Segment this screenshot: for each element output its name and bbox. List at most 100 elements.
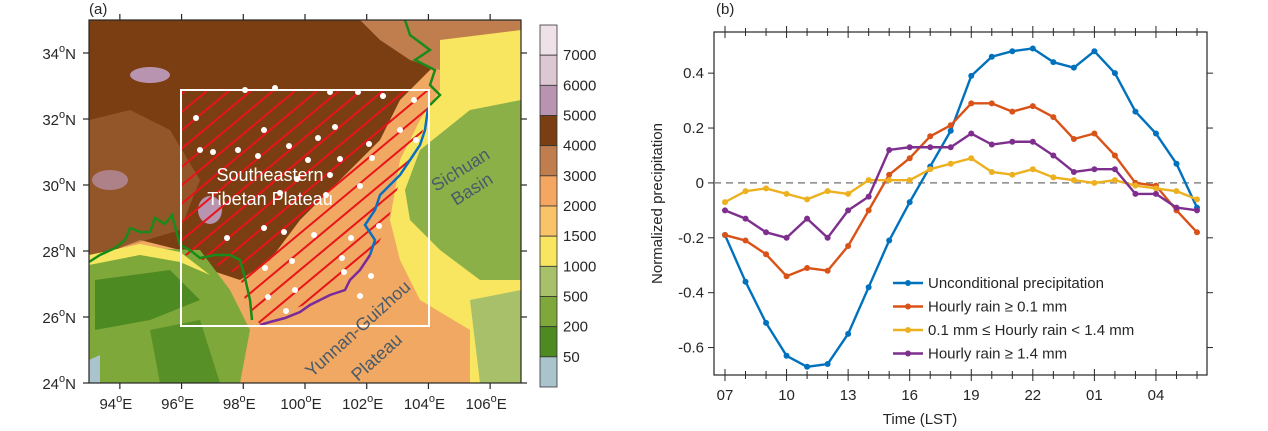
data-point <box>1050 174 1057 181</box>
data-point <box>1194 229 1200 236</box>
legend-swatch-marker <box>905 350 911 357</box>
station-marker <box>348 235 354 241</box>
data-point <box>763 185 770 192</box>
data-point <box>804 264 811 271</box>
boundaries <box>89 20 442 327</box>
lon-tick-label: 102oE <box>342 393 383 413</box>
legend-item: Hourly rain ≥ 1.4 mm <box>893 346 1067 363</box>
lon-tick-label: 104oE <box>404 393 445 413</box>
series-line <box>724 132 1198 240</box>
lat-tick-label: 32oN <box>42 109 76 129</box>
lon-tick-label: 100oE <box>280 393 321 413</box>
map-tick-labels: 94oE 96oE 98oE 100oE 102oE 104oE 106oE 24oN 26oN… <box>42 43 506 413</box>
station-marker <box>337 156 343 162</box>
colorbar-label: 200 <box>563 319 588 336</box>
panel-b-label: (b) <box>716 1 734 18</box>
station-marker <box>327 172 333 178</box>
station-marker <box>366 141 372 147</box>
colorbar-label: 7000 <box>563 47 596 64</box>
lat-tick-label: 28oN <box>42 241 76 261</box>
station-marker <box>224 235 230 241</box>
data-point <box>1173 204 1180 211</box>
data-point <box>865 193 872 200</box>
y-tick-label: 0.4 <box>683 65 704 82</box>
series-1 <box>722 100 1200 280</box>
station-marker <box>197 147 203 153</box>
station-marker <box>283 308 289 314</box>
lat-tick-label: 34oN <box>42 43 76 63</box>
series-2 <box>722 155 1200 206</box>
terrain-water <box>89 355 100 383</box>
station-marker <box>332 124 338 130</box>
hatch-line <box>181 90 253 325</box>
hatch-line <box>181 90 341 325</box>
colorbar-label: 5000 <box>563 108 596 125</box>
data-point <box>1194 196 1200 203</box>
data-point <box>742 237 749 244</box>
study-area-box <box>180 89 430 327</box>
colorbar-label: 6000 <box>563 77 596 94</box>
data-point <box>865 177 872 184</box>
data-point <box>1009 138 1016 145</box>
data-point <box>1111 70 1118 77</box>
terrain-valley <box>150 320 220 383</box>
data-point <box>1152 130 1159 137</box>
station-marker <box>339 255 345 261</box>
data-point <box>886 146 893 153</box>
colorbar-label: 1000 <box>563 258 596 275</box>
data-point <box>1029 138 1036 145</box>
data-point <box>824 234 831 241</box>
series-line <box>723 47 1199 368</box>
data-point <box>988 168 995 175</box>
station-marker <box>311 232 317 238</box>
terrain-valley <box>95 270 200 330</box>
data-point <box>1050 59 1057 66</box>
station-marker <box>397 127 403 133</box>
hatch-line <box>237 90 429 325</box>
data-point <box>988 53 995 60</box>
chart-series <box>722 45 1200 370</box>
hatch-line <box>181 90 385 325</box>
data-point <box>763 251 770 258</box>
data-point <box>906 144 913 151</box>
legend-label: 0.1 mm ≤ Hourly rain < 1.4 mm <box>928 322 1134 339</box>
station-marker <box>357 293 363 299</box>
y-tick-label: 0 <box>696 175 704 192</box>
station-marker <box>281 229 287 235</box>
station-marker <box>235 147 241 153</box>
legend-swatch-marker <box>905 327 911 333</box>
hatch-line <box>181 90 319 325</box>
data-point <box>1173 160 1180 167</box>
station-marker <box>327 89 333 95</box>
data-point <box>722 199 728 206</box>
legend-item: Hourly rain ≥ 0.1 mm <box>893 299 1067 316</box>
terrain-se-lowland <box>470 290 521 383</box>
lon-tick-label: 106oE <box>466 393 507 413</box>
station-marker <box>286 143 292 149</box>
x-tick-label: 01 <box>1086 387 1103 404</box>
boundary-purple <box>259 254 372 327</box>
data-point <box>742 278 749 285</box>
data-point <box>886 171 893 178</box>
chart-legend: Unconditional precipitation Hourly rain ≥… <box>893 275 1134 363</box>
data-point <box>947 122 954 129</box>
data-point <box>968 100 975 107</box>
y-tick-label: -0.6 <box>678 340 704 357</box>
station-marker <box>292 287 298 293</box>
data-point <box>783 190 790 197</box>
data-point <box>1132 182 1139 189</box>
data-point <box>824 267 831 274</box>
plot-frame <box>713 31 1208 376</box>
chart-axes: 07 10 13 16 19 22 01 04 -0.6 -0.4 -0.2 0 0.2 0.4 <box>678 26 1213 404</box>
data-point <box>742 188 749 195</box>
station-marker <box>193 115 199 121</box>
data-point <box>1009 48 1016 55</box>
data-point <box>824 188 831 195</box>
data-point <box>804 215 811 222</box>
station-marker <box>294 176 300 182</box>
station-marker <box>242 87 248 93</box>
data-point <box>763 319 770 326</box>
map-ticks <box>83 14 527 389</box>
station-marker <box>277 190 283 196</box>
station-marker <box>289 258 295 264</box>
